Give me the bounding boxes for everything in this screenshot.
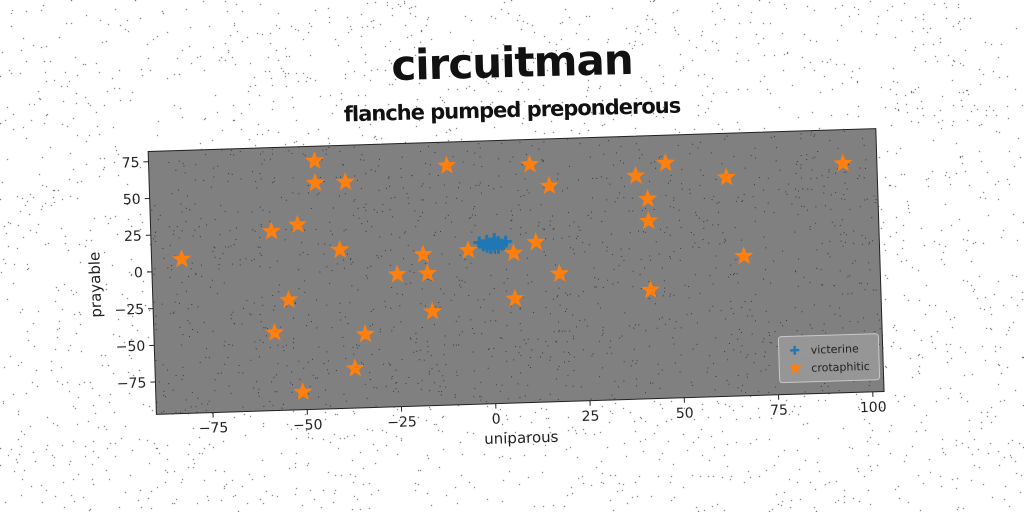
x-axis-label: uniparous: [484, 428, 559, 448]
data-point: [473, 236, 486, 249]
data-point: [387, 264, 407, 283]
data-point: [279, 289, 299, 309]
data-point: [304, 150, 324, 170]
data-point: [504, 243, 524, 262]
data-point: [655, 153, 675, 172]
data-point: [305, 172, 325, 192]
y-tick-label: −25: [114, 302, 144, 319]
y-tick-label: −75: [117, 375, 147, 392]
x-tick-label: −25: [387, 414, 417, 431]
data-point: [734, 246, 754, 265]
y-axis-label: prayable: [85, 251, 105, 317]
plot-group: −75 −50 −25 0 25 50 75 100 −75 −50 −25 0 25 50 75 uni…: [85, 128, 887, 448]
data-point: [261, 221, 281, 240]
data-point: [458, 240, 478, 259]
x-axis: −75 −50 −25 0 25 50 75 100: [198, 391, 887, 437]
y-tick-label: 75: [121, 155, 139, 172]
legend-label: crotaphitic: [811, 360, 870, 375]
x-tick-label: 25: [581, 408, 599, 425]
legend-marker-star: [789, 361, 802, 374]
data-point: [520, 154, 540, 173]
x-tick-label: −75: [198, 420, 228, 437]
plot-area: [147, 128, 885, 415]
data-point: [330, 239, 350, 259]
data-point: [288, 214, 308, 233]
data-point: [293, 382, 313, 401]
legend-box: [777, 333, 881, 384]
x-tick-label: 0: [492, 412, 501, 428]
data-point: [172, 249, 192, 268]
y-tick-label: 50: [123, 192, 141, 209]
y-axis: −75 −50 −25 0 25 50 75: [114, 155, 156, 392]
data-point: [526, 232, 546, 251]
x-tick-label: −50: [293, 417, 323, 434]
data-point: [539, 175, 559, 195]
data-point: [716, 167, 736, 186]
y-tick-label: −50: [116, 339, 146, 356]
legend-label: victerine: [811, 342, 860, 357]
data-point: [355, 324, 375, 343]
legend-marker-plus: [790, 345, 800, 355]
series-crotaphitic: [172, 150, 853, 401]
x-tick-label: 50: [676, 405, 694, 422]
data-point: [265, 322, 285, 341]
data-point: [641, 280, 661, 299]
data-point: [422, 301, 442, 320]
y-tick-label: 25: [124, 228, 142, 245]
data-point: [549, 263, 569, 283]
legend: victerine crotaphitic: [777, 333, 881, 384]
x-tick-label: 100: [860, 399, 887, 416]
data-point: [833, 153, 853, 172]
data-marks: [172, 150, 853, 401]
data-point: [638, 211, 658, 230]
y-tick-label: 0: [134, 265, 143, 281]
data-point: [499, 235, 512, 248]
data-point: [417, 263, 437, 282]
data-point: [505, 288, 525, 307]
data-point: [335, 172, 355, 191]
data-point: [437, 155, 457, 174]
data-point: [413, 244, 433, 263]
data-point: [638, 188, 658, 208]
data-point: [484, 239, 497, 252]
x-tick-label: 75: [770, 403, 788, 420]
data-point: [345, 358, 365, 377]
data-point: [626, 165, 646, 185]
series-victerine: [473, 233, 512, 255]
